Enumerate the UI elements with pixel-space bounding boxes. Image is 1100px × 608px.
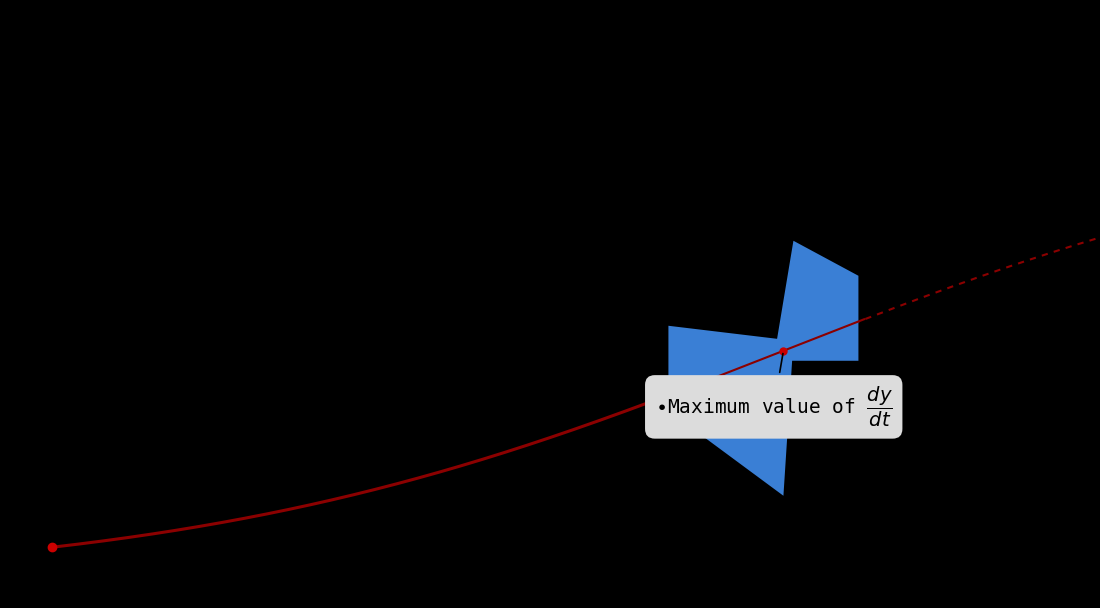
Polygon shape — [669, 326, 793, 496]
Polygon shape — [773, 241, 858, 361]
Text: $\bullet$Maximum value of $\dfrac{dy}{dt}$: $\bullet$Maximum value of $\dfrac{dy}{dt… — [654, 353, 893, 429]
